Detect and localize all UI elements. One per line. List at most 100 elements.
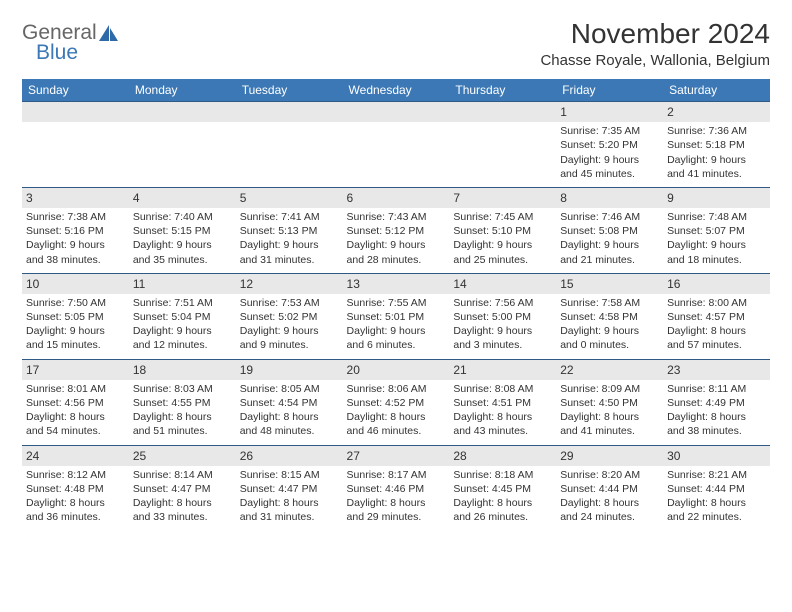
daylight-text: Daylight: 8 hours and 43 minutes.	[453, 410, 552, 438]
calendar-day-cell: 10 Sunrise: 7:50 AMSunset: 5:05 PMDayligh…	[22, 273, 129, 359]
day-number: 5	[236, 188, 343, 208]
calendar-week-row: 3Sunrise: 7:38 AMSunset: 5:16 PMDaylight…	[22, 187, 770, 273]
weekday-header: Friday	[556, 79, 663, 102]
title-block: November 2024 Chasse Royale, Wallonia, B…	[540, 18, 770, 69]
day-number: 26	[236, 446, 343, 466]
calendar-table: Sunday Monday Tuesday Wednesday Thursday…	[22, 79, 770, 530]
weekday-header-row: Sunday Monday Tuesday Wednesday Thursday…	[22, 79, 770, 102]
sunrise-text: Sunrise: 8:15 AM	[240, 468, 339, 482]
weekday-header: Monday	[129, 79, 236, 102]
sunset-text: Sunset: 4:48 PM	[26, 482, 125, 496]
sunset-text: Sunset: 4:44 PM	[667, 482, 766, 496]
calendar-day-cell: 28 Sunrise: 8:18 AMSunset: 4:45 PMDayligh…	[449, 445, 556, 530]
sunset-text: Sunset: 5:12 PM	[347, 224, 446, 238]
sunset-text: Sunset: 4:58 PM	[560, 310, 659, 324]
calendar-day-cell: 1Sunrise: 7:35 AMSunset: 5:20 PMDaylight…	[556, 102, 663, 188]
sunset-text: Sunset: 4:50 PM	[560, 396, 659, 410]
day-number: 6	[343, 188, 450, 208]
daylight-text: Daylight: 9 hours and 35 minutes.	[133, 238, 232, 266]
sunset-text: Sunset: 5:10 PM	[453, 224, 552, 238]
day-number: 18	[129, 360, 236, 380]
calendar-day-cell: 15Sunrise: 7:58 AMSunset: 4:58 PMDayligh…	[556, 273, 663, 359]
calendar-day-cell: 8Sunrise: 7:46 AMSunset: 5:08 PMDaylight…	[556, 187, 663, 273]
sunset-text: Sunset: 5:08 PM	[560, 224, 659, 238]
sunrise-text: Sunrise: 7:56 AM	[453, 296, 552, 310]
sunset-text: Sunset: 5:07 PM	[667, 224, 766, 238]
day-number: 22	[556, 360, 663, 380]
daylight-text: Daylight: 8 hours and 22 minutes.	[667, 496, 766, 524]
sunrise-text: Sunrise: 7:41 AM	[240, 210, 339, 224]
sunrise-text: Sunrise: 8:21 AM	[667, 468, 766, 482]
sunrise-text: Sunrise: 8:01 AM	[26, 382, 125, 396]
sunrise-text: Sunrise: 8:18 AM	[453, 468, 552, 482]
day-number: 13	[343, 274, 450, 294]
daylight-text: Daylight: 9 hours and 0 minutes.	[560, 324, 659, 352]
daylight-text: Daylight: 8 hours and 31 minutes.	[240, 496, 339, 524]
calendar-day-cell	[129, 102, 236, 188]
daylight-text: Daylight: 9 hours and 15 minutes.	[26, 324, 125, 352]
calendar-day-cell: 14 Sunrise: 7:56 AMSunset: 5:00 PMDayligh…	[449, 273, 556, 359]
day-number: 17	[22, 360, 129, 380]
day-number: 14	[449, 274, 556, 294]
sunset-text: Sunset: 4:57 PM	[667, 310, 766, 324]
daylight-text: Daylight: 9 hours and 38 minutes.	[26, 238, 125, 266]
sunset-text: Sunset: 5:20 PM	[560, 138, 659, 152]
sunrise-text: Sunrise: 7:38 AM	[26, 210, 125, 224]
month-title: November 2024	[540, 18, 770, 50]
day-number: 30	[663, 446, 770, 466]
daylight-text: Daylight: 8 hours and 36 minutes.	[26, 496, 125, 524]
day-number: 10	[22, 274, 129, 294]
sunrise-text: Sunrise: 7:50 AM	[26, 296, 125, 310]
weekday-header: Thursday	[449, 79, 556, 102]
daylight-text: Daylight: 8 hours and 26 minutes.	[453, 496, 552, 524]
calendar-day-cell: 19Sunrise: 8:05 AMSunset: 4:54 PMDayligh…	[236, 359, 343, 445]
sunset-text: Sunset: 4:47 PM	[133, 482, 232, 496]
daylight-text: Daylight: 9 hours and 18 minutes.	[667, 238, 766, 266]
calendar-day-cell: 2Sunrise: 7:36 AMSunset: 5:18 PMDaylight…	[663, 102, 770, 188]
sunset-text: Sunset: 5:05 PM	[26, 310, 125, 324]
daylight-text: Daylight: 8 hours and 57 minutes.	[667, 324, 766, 352]
calendar-day-cell: 11Sunrise: 7:51 AMSunset: 5:04 PMDayligh…	[129, 273, 236, 359]
calendar-day-cell: 13Sunrise: 7:55 AMSunset: 5:01 PMDayligh…	[343, 273, 450, 359]
daylight-text: Daylight: 8 hours and 46 minutes.	[347, 410, 446, 438]
calendar-day-cell	[22, 102, 129, 188]
sunset-text: Sunset: 5:18 PM	[667, 138, 766, 152]
day-number: 1	[556, 102, 663, 122]
calendar-day-cell	[236, 102, 343, 188]
sunset-text: Sunset: 5:01 PM	[347, 310, 446, 324]
sunrise-text: Sunrise: 8:09 AM	[560, 382, 659, 396]
daylight-text: Daylight: 9 hours and 3 minutes.	[453, 324, 552, 352]
sunrise-text: Sunrise: 7:36 AM	[667, 124, 766, 138]
daylight-text: Daylight: 8 hours and 24 minutes.	[560, 496, 659, 524]
calendar-day-cell: 21Sunrise: 8:08 AMSunset: 4:51 PMDayligh…	[449, 359, 556, 445]
sunset-text: Sunset: 4:55 PM	[133, 396, 232, 410]
day-number: 23	[663, 360, 770, 380]
calendar-week-row: 1Sunrise: 7:35 AMSunset: 5:20 PMDaylight…	[22, 102, 770, 188]
calendar-day-cell: 3Sunrise: 7:38 AMSunset: 5:16 PMDaylight…	[22, 187, 129, 273]
calendar-day-cell: 24Sunrise: 8:12 AMSunset: 4:48 PMDayligh…	[22, 445, 129, 530]
sunset-text: Sunset: 5:04 PM	[133, 310, 232, 324]
sunrise-text: Sunrise: 8:12 AM	[26, 468, 125, 482]
sunrise-text: Sunrise: 8:11 AM	[667, 382, 766, 396]
day-number	[343, 102, 450, 122]
weekday-header: Wednesday	[343, 79, 450, 102]
day-number: 28	[449, 446, 556, 466]
sunset-text: Sunset: 4:52 PM	[347, 396, 446, 410]
sunrise-text: Sunrise: 7:46 AM	[560, 210, 659, 224]
sunset-text: Sunset: 5:00 PM	[453, 310, 552, 324]
sunrise-text: Sunrise: 7:35 AM	[560, 124, 659, 138]
sunset-text: Sunset: 5:16 PM	[26, 224, 125, 238]
sunrise-text: Sunrise: 7:43 AM	[347, 210, 446, 224]
daylight-text: Daylight: 9 hours and 12 minutes.	[133, 324, 232, 352]
calendar-day-cell: 30 Sunrise: 8:21 AMSunset: 4:44 PMDayligh…	[663, 445, 770, 530]
day-number: 27	[343, 446, 450, 466]
calendar-day-cell: 18Sunrise: 8:03 AMSunset: 4:55 PMDayligh…	[129, 359, 236, 445]
day-number: 7	[449, 188, 556, 208]
sunrise-text: Sunrise: 8:08 AM	[453, 382, 552, 396]
sunset-text: Sunset: 4:45 PM	[453, 482, 552, 496]
sunset-text: Sunset: 4:56 PM	[26, 396, 125, 410]
daylight-text: Daylight: 9 hours and 9 minutes.	[240, 324, 339, 352]
day-number: 25	[129, 446, 236, 466]
calendar-week-row: 24Sunrise: 8:12 AMSunset: 4:48 PMDayligh…	[22, 445, 770, 530]
daylight-text: Daylight: 9 hours and 25 minutes.	[453, 238, 552, 266]
